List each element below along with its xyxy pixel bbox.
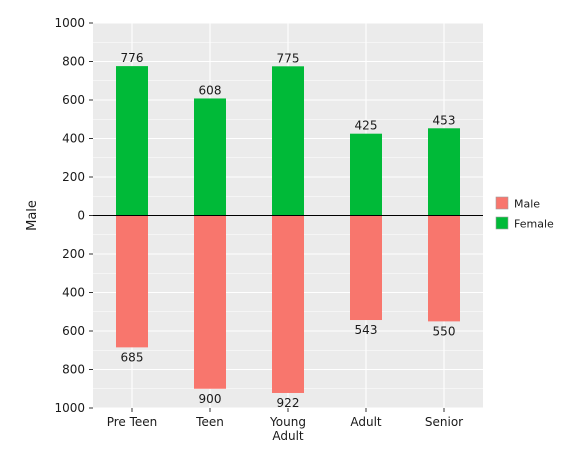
x-tick-label: Young Adult	[269, 415, 306, 443]
y-tick-label: 600	[62, 324, 85, 338]
bar-male	[272, 215, 304, 393]
data-label-female: 775	[277, 51, 300, 65]
y-tick-label: 200	[62, 170, 85, 184]
data-label-female: 608	[199, 83, 222, 97]
data-label-male: 543	[355, 323, 378, 337]
bar-female	[350, 133, 382, 216]
bar-male	[428, 215, 460, 322]
y-tick-label: 400	[62, 286, 85, 300]
y-tick-label: 1000	[54, 16, 85, 30]
data-label-female: 425	[355, 119, 378, 133]
legend: Male Female	[495, 196, 554, 231]
data-label-female: 453	[433, 113, 456, 127]
x-tick-label: Adult	[350, 415, 382, 429]
y-axis: 1000 800 600 400 200 0 200 400 600 800 1000	[54, 16, 93, 415]
data-label-female: 776	[121, 51, 144, 65]
y-tick-label: 800	[62, 55, 85, 69]
data-label-male: 922	[277, 396, 300, 410]
legend-key-male	[495, 196, 509, 210]
bar-male	[350, 215, 382, 321]
legend-label-female: Female	[514, 218, 554, 231]
bars	[116, 66, 460, 393]
y-tick-label: 600	[62, 93, 85, 107]
bar-male	[194, 215, 226, 389]
data-labels: 685 900 922 543 550 776 608 775 425 453	[121, 51, 456, 410]
y-tick-label: 200	[62, 247, 85, 261]
y-tick-label: 400	[62, 132, 85, 146]
x-tick-label: Pre Teen	[107, 415, 158, 429]
data-label-male: 550	[433, 324, 456, 338]
bar-female	[428, 128, 460, 216]
bar-female	[194, 98, 226, 216]
y-tick-label: 1000	[54, 401, 85, 415]
bar-male	[116, 215, 148, 348]
data-label-male: 900	[199, 392, 222, 406]
y-tick-label: 0	[77, 209, 85, 223]
x-tick-label: Teen	[195, 415, 224, 429]
x-tick-label: Senior	[425, 415, 463, 429]
y-axis-title: Male	[25, 200, 40, 231]
x-axis: Pre Teen Teen Young Adult Adult Senior	[107, 408, 463, 443]
data-label-male: 685	[121, 350, 144, 364]
legend-label-male: Male	[514, 198, 540, 211]
y-tick-label: 800	[62, 363, 85, 377]
bar-female	[116, 66, 148, 216]
bar-female	[272, 66, 304, 216]
legend-key-female	[495, 216, 509, 230]
